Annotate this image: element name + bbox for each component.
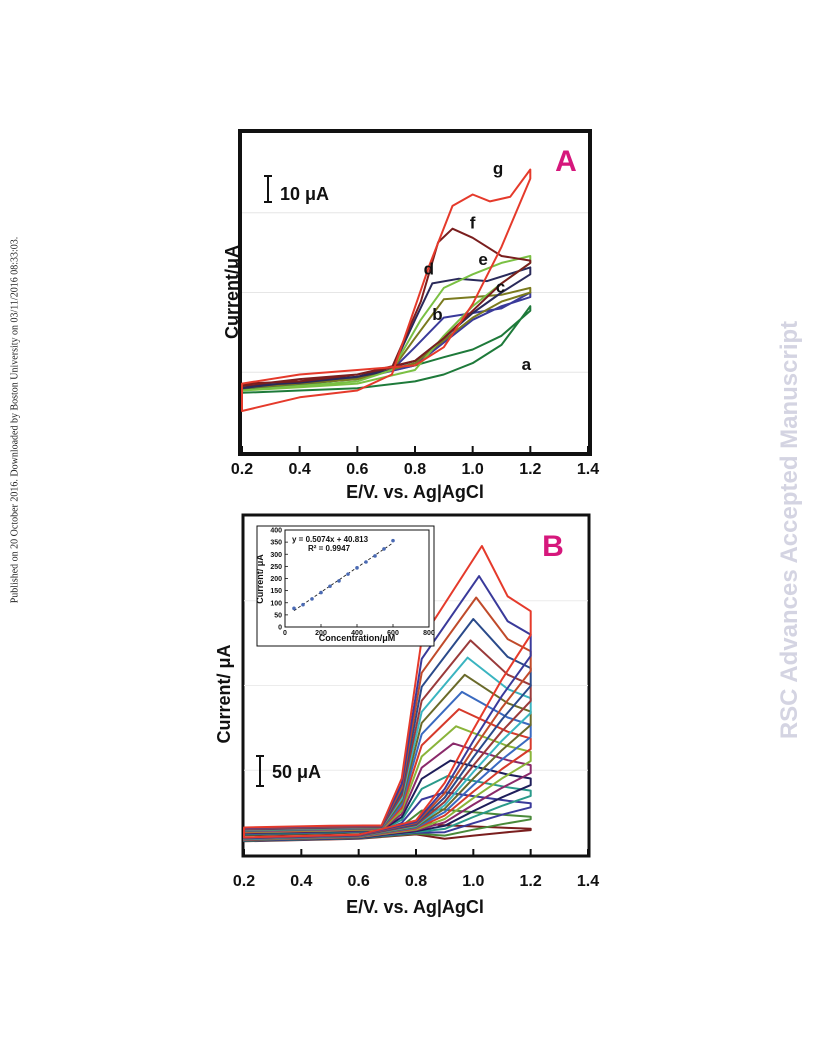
panel-b-y-axis-title: Current/ μA [214, 644, 234, 743]
inset-data-point [346, 572, 350, 576]
inset-r-squared: R² = 0.9947 [308, 544, 351, 553]
panel-b-x-tick-label: 0.6 [348, 873, 370, 890]
inset-y-tick-label: 100 [270, 600, 282, 607]
panel-a-x-tick-label: 0.8 [404, 461, 426, 478]
panel-a-series-label-g: g [493, 159, 503, 178]
panel-a-x-tick-label: 0.2 [231, 461, 253, 478]
panel-a-curve-labels: a b c d ef g [424, 159, 532, 374]
inset-data-point [301, 602, 305, 607]
inset-y-tick-label: 300 [270, 552, 282, 559]
inset-data-point [373, 554, 377, 558]
panel-a-y-axis-title: Current/μA [222, 245, 242, 339]
panel-a-curves [241, 168, 532, 412]
inset-y-ticks: 0 50 100 150 200 250 300 350 400 [270, 528, 288, 632]
panel-a-x-tick-label: 1.2 [519, 461, 541, 478]
inset-data-point [355, 566, 359, 570]
panel-b-scale-bar-label: 50 μA [272, 762, 321, 782]
panel-b-inset: 0 50 100 150 200 250 300 350 400 0 200 400 600 800 y… [255, 525, 435, 647]
panel-a-series-g [241, 168, 532, 412]
panel-a-x-tick-label: 0.4 [289, 461, 311, 478]
panel-a-series-label-c: c [496, 278, 505, 297]
inset-x-ticks: 0 200 400 600 800 [283, 624, 435, 637]
panel-b-x-tick-label: 1.4 [577, 873, 599, 890]
panel-a-scale-bar-label: 10 μA [280, 184, 329, 204]
inset-y-tick-label: 200 [270, 576, 282, 583]
inset-data-point [292, 606, 296, 611]
panel-b-x-tick-label: 1.2 [520, 873, 542, 890]
panel-a-x-axis-title: E/V. vs. Ag|AgCl [346, 482, 484, 502]
inset-data-point [328, 584, 332, 589]
panel-b-x-ticks: 0.2 0.4 0.6 0.8 1.0 1.2 1.4 [233, 849, 599, 890]
inset-y-tick-label: 350 [270, 540, 282, 547]
inset-data-point [364, 560, 368, 564]
panel-a-x-tick-label: 1.0 [462, 461, 484, 478]
panel-a-x-ticks: 0.2 0.4 0.6 0.8 1.0 1.2 1.4 [231, 446, 599, 478]
inset-x-axis-title: Concentration/μM [319, 633, 396, 643]
panel-b: 0.2 0.4 0.6 0.8 1.0 1.2 1.4 E/V. vs. Ag|AgCl C… [214, 513, 599, 917]
inset-points [292, 538, 395, 612]
inset-x-tick-label: 400 [351, 630, 363, 637]
panel-a-x-tick-label: 1.4 [577, 461, 599, 478]
panel-a-series-label-e: e [478, 250, 487, 269]
panel-a-series-label-f: f [470, 214, 476, 233]
panel-b-curves [243, 545, 532, 843]
panel-b-x-tick-label: 0.8 [405, 873, 427, 890]
panel-b-x-axis-title: E/V. vs. Ag|AgCl [346, 897, 484, 917]
panel-a-scale-bar: 10 μA [264, 175, 329, 204]
inset-y-axis-title: Current/ μA [255, 554, 265, 604]
panel-b-x-tick-label: 0.4 [290, 873, 312, 890]
inset-data-point [391, 538, 395, 543]
inset-equation: y = 0.5074x + 40.813 [292, 535, 369, 544]
panel-a-series-label-a: a [522, 355, 532, 374]
panel-a-x-tick-label: 0.6 [346, 461, 368, 478]
panel-a-series-e [241, 255, 532, 392]
inset-frame [256, 525, 435, 647]
inset-y-tick-label: 250 [270, 564, 282, 571]
panel-b-scale-bar: 50 μA [256, 755, 321, 787]
panel-a-series-label-b: b [432, 305, 442, 324]
panel-b-x-tick-label: 1.0 [462, 873, 484, 890]
inset-data-point [319, 590, 323, 595]
inset-y-tick-label: 50 [274, 612, 282, 619]
inset-x-tick-label: 0 [283, 630, 287, 637]
inset-x-tick-label: 800 [423, 630, 435, 637]
panel-b-x-tick-label: 0.2 [233, 873, 255, 890]
inset-x-tick-label: 600 [387, 630, 399, 637]
inset-y-tick-label: 400 [270, 528, 282, 535]
panel-b-curve [243, 545, 532, 839]
panel-a-series-label-d: d [424, 259, 434, 278]
inset-x-tick-label: 200 [315, 630, 327, 637]
inset-data-point [310, 597, 314, 601]
inset-data-point [382, 547, 386, 551]
panel-b-letter: B [542, 530, 564, 563]
panel-a-letter: A [555, 145, 577, 178]
inset-data-point [337, 579, 341, 583]
inset-y-tick-label: 0 [278, 625, 282, 632]
inset-y-tick-label: 150 [270, 588, 282, 595]
panel-a: a b c d ef g 0.2 0.4 0.6 0.8 1.0 1.2 1.4 E/V. vs. A… [222, 129, 599, 502]
